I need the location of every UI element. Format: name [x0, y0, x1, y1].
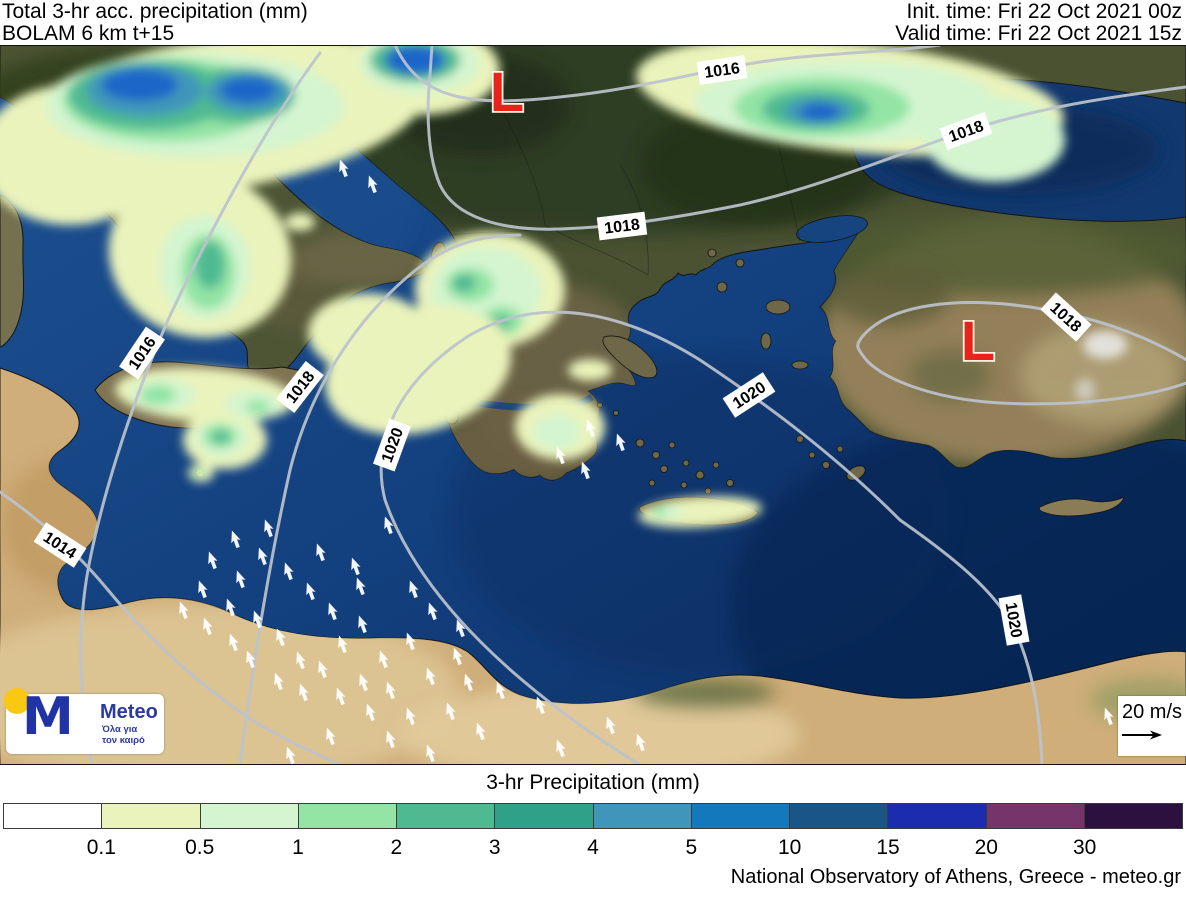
wind-speed-legend: 20 m/s [1118, 696, 1186, 756]
colorbar-tick: 1 [292, 836, 304, 859]
isobar-label-box [372, 418, 412, 472]
colorbar-tick: 3 [488, 836, 501, 859]
product-title: Total 3-hr acc. precipitation (mm) [2, 0, 308, 23]
header-right: Init. time: Fri 22 Oct 2021 00z Valid tim… [895, 1, 1182, 45]
credit-line: National Observatory of Athens, Greece -… [730, 866, 1181, 888]
model-run-label: BOLAM 6 km t+15 [2, 22, 175, 45]
colorbar-tick: 4 [587, 836, 599, 859]
isobar-label: 1016 [696, 55, 748, 85]
isobar-label-box [722, 372, 776, 418]
wind-speed-label: 20 m/s [1121, 701, 1183, 723]
sea-of-marmara [796, 215, 868, 243]
colorbar-cell [790, 804, 889, 828]
isobar-label-box [696, 55, 748, 85]
colorbar-cell [4, 804, 103, 828]
island-euboea [602, 335, 658, 379]
colorbar-title: 3-hr Precipitation (mm) [486, 771, 700, 794]
colorbar-cell [397, 804, 496, 828]
isobars [0, 45, 1186, 765]
isobar-label: 1018 [596, 211, 648, 241]
salt-lake [1075, 331, 1127, 402]
low-pressure-markers: LL [488, 58, 997, 374]
colorbar-cell [1084, 804, 1182, 828]
colorbar-cell [593, 804, 692, 828]
colorbar-cell [691, 804, 790, 828]
colorbar-cell [986, 804, 1085, 828]
colorbar-cell [298, 804, 397, 828]
meteo-tagline: Όλα για τον καιρό [102, 724, 145, 746]
colorbar-tick: 15 [876, 836, 900, 859]
colorbar-tick: 2 [390, 836, 403, 859]
isobar-1018-central [238, 233, 522, 765]
low-pressure-symbol: L [961, 309, 995, 372]
sun-icon [4, 688, 30, 714]
meteo-brand-text: Meteo [100, 701, 158, 723]
isobar-label-text: 1016 [703, 60, 741, 82]
isobar-label-box [1040, 292, 1092, 342]
isobar-1018-north [426, 45, 1186, 231]
land-sardinia [0, 194, 24, 348]
valid-time: Valid time: Fri 22 Oct 2021 15z [895, 22, 1182, 45]
colorbar-tick-labels: 0.1 0.5 1 2 3 4 5 10 15 20 30 [3, 836, 1183, 862]
colorbar-tick: 30 [1073, 836, 1097, 859]
wind-reference-arrow-icon [1122, 730, 1162, 740]
low-pressure-symbol: L [490, 60, 524, 123]
isobar-1018-turkey-loop [856, 301, 1186, 406]
colorbar-cell [102, 804, 201, 828]
header-left: Total 3-hr acc. precipitation (mm) BOLAM … [2, 1, 308, 45]
isobar-label-text: 1018 [603, 216, 641, 237]
isobar-label-box [596, 211, 648, 241]
island-cyprus [1038, 496, 1125, 517]
precipitation-shading [0, 45, 1065, 528]
colorbar-tick: 0.1 [86, 836, 116, 859]
colorbar-tick: 10 [778, 836, 802, 859]
colorbar-cell [888, 804, 987, 828]
colorbar-tick: 0.5 [185, 836, 215, 859]
isobar-1016-north [393, 45, 942, 103]
colorbar-cell [495, 804, 594, 828]
isobar-label-box [939, 111, 993, 151]
init-time: Init. time: Fri 22 Oct 2021 00z [906, 0, 1182, 23]
meteo-logo: M Meteo Όλα για τον καιρό [4, 687, 164, 754]
colorbar-cell [200, 804, 299, 828]
isobar-1020 [379, 310, 1044, 765]
isobar-label-box [33, 522, 87, 568]
forecast-map: 1016 1018 1018 1018 1016 1018 1020 1020 1014 1020… [0, 45, 1186, 765]
isobar-label-box [998, 594, 1030, 646]
colorbar-tick: 5 [685, 836, 698, 859]
isobar-label: 1020 [998, 594, 1030, 646]
isobar-label-box [276, 361, 324, 413]
meteo-m-icon: M [22, 687, 74, 747]
precipitation-colorbar [3, 803, 1183, 829]
weather-map-svg: 1016101810181018101610181020102010141020… [0, 45, 1186, 765]
colorbar-tick: 20 [974, 836, 998, 859]
isobar-label-text: 1020 [1002, 601, 1025, 639]
isobar-1016-west [79, 51, 322, 765]
isobar-label-box [119, 326, 165, 380]
